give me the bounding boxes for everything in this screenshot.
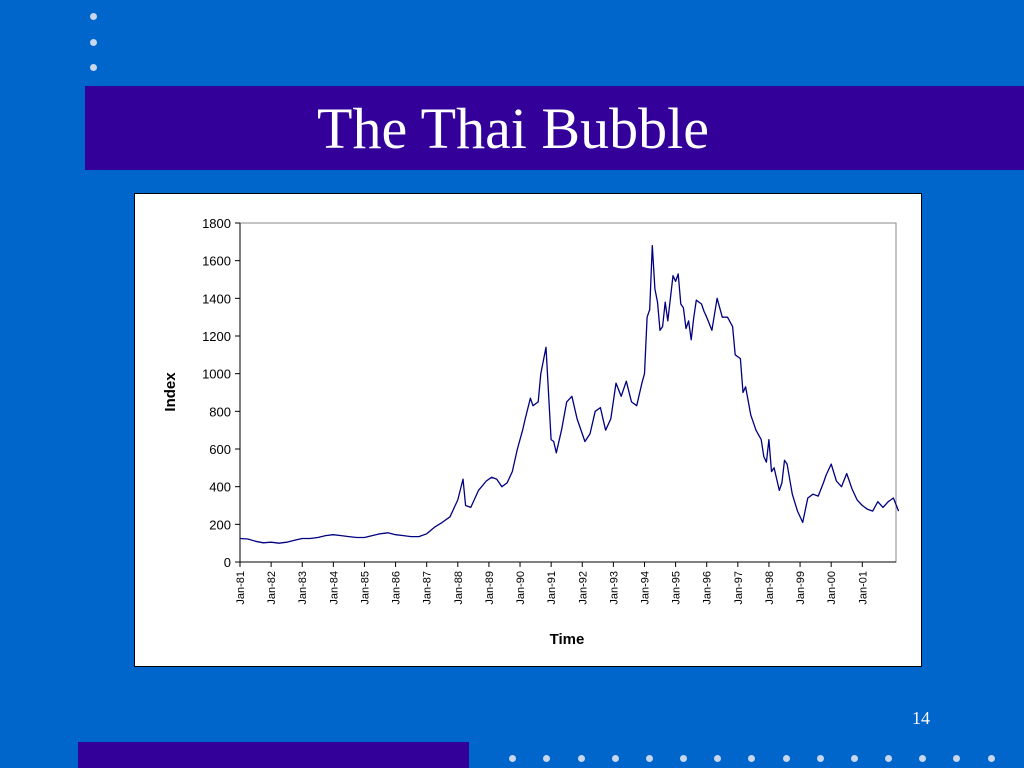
line-chart: 0 200 400 600 800 1000 1200 1400 1600 1800 Jan-81… bbox=[162, 216, 900, 648]
x-tick-label: Jan-93 bbox=[608, 571, 620, 605]
x-tick-label: Jan-89 bbox=[484, 571, 496, 605]
y-tick-label: 600 bbox=[209, 442, 231, 457]
decor-dot bbox=[783, 755, 790, 762]
y-tick-label: 0 bbox=[224, 555, 231, 570]
x-tick-label: Jan-81 bbox=[235, 571, 247, 605]
decor-dot bbox=[680, 755, 687, 762]
decor-dot bbox=[885, 755, 892, 762]
y-tick-label: 800 bbox=[209, 404, 231, 419]
x-tick-label: Jan-00 bbox=[826, 571, 838, 605]
y-tick-label: 1000 bbox=[202, 367, 231, 382]
decor-dot bbox=[919, 755, 926, 762]
decor-dot bbox=[988, 755, 995, 762]
x-tick-label: Jan-96 bbox=[702, 571, 714, 605]
y-axis-title: Index bbox=[162, 372, 179, 412]
x-tick-label: Jan-94 bbox=[639, 571, 651, 605]
decor-dot bbox=[90, 39, 97, 46]
title-band: The Thai Bubble bbox=[85, 86, 1024, 170]
x-tick-label: Jan-84 bbox=[328, 571, 340, 605]
series-line bbox=[239, 244, 900, 544]
y-tick-label: 1200 bbox=[202, 329, 231, 344]
y-tick-label: 400 bbox=[209, 480, 231, 495]
series-layer bbox=[239, 244, 900, 544]
x-tick-label: Jan-98 bbox=[764, 571, 776, 605]
bottom-band bbox=[78, 742, 469, 768]
x-tick-label: Jan-85 bbox=[359, 571, 371, 605]
x-tick-label: Jan-97 bbox=[733, 571, 745, 605]
x-tick-label: Jan-88 bbox=[453, 571, 465, 605]
x-tick-label: Jan-99 bbox=[795, 571, 807, 605]
decor-dot bbox=[851, 755, 858, 762]
x-tick-label: Jan-86 bbox=[391, 571, 403, 605]
x-tick-label: Jan-92 bbox=[577, 571, 589, 605]
decor-dot bbox=[90, 64, 97, 71]
decor-dot bbox=[543, 755, 550, 762]
x-tick-label: Jan-90 bbox=[515, 571, 527, 605]
decor-dot bbox=[90, 13, 97, 20]
decor-dot bbox=[817, 755, 824, 762]
y-tick-label: 1600 bbox=[202, 254, 231, 269]
x-tick-label: Jan-83 bbox=[297, 571, 309, 605]
y-axis: 0 200 400 600 800 1000 1200 1400 1600 1800 bbox=[202, 216, 241, 570]
decor-dot bbox=[578, 755, 585, 762]
x-axis-title: Time bbox=[550, 631, 585, 648]
x-tick-label: Jan-01 bbox=[857, 571, 869, 605]
decor-dot bbox=[509, 755, 516, 762]
decor-dot bbox=[714, 755, 721, 762]
x-tick-label: Jan-95 bbox=[671, 571, 683, 605]
x-axis: Jan-81 Jan-82 Jan-83 Jan-84 Jan-85 Jan-86 Jan-… bbox=[235, 561, 896, 605]
decor-dot bbox=[748, 755, 755, 762]
x-tick-label: Jan-87 bbox=[422, 571, 434, 605]
y-tick-label: 1800 bbox=[202, 216, 231, 231]
decor-dot bbox=[646, 755, 653, 762]
slide-title: The Thai Bubble bbox=[317, 95, 709, 161]
decor-dot bbox=[612, 755, 619, 762]
x-tick-label: Jan-91 bbox=[546, 571, 558, 605]
y-tick-label: 1400 bbox=[202, 291, 231, 306]
x-tick-label: Jan-82 bbox=[266, 571, 278, 605]
decor-dot bbox=[953, 755, 960, 762]
page-number: 14 bbox=[912, 708, 930, 728]
chart-container: 0 200 400 600 800 1000 1200 1400 1600 1800 Jan-81… bbox=[134, 193, 922, 667]
y-tick-label: 200 bbox=[209, 517, 231, 532]
